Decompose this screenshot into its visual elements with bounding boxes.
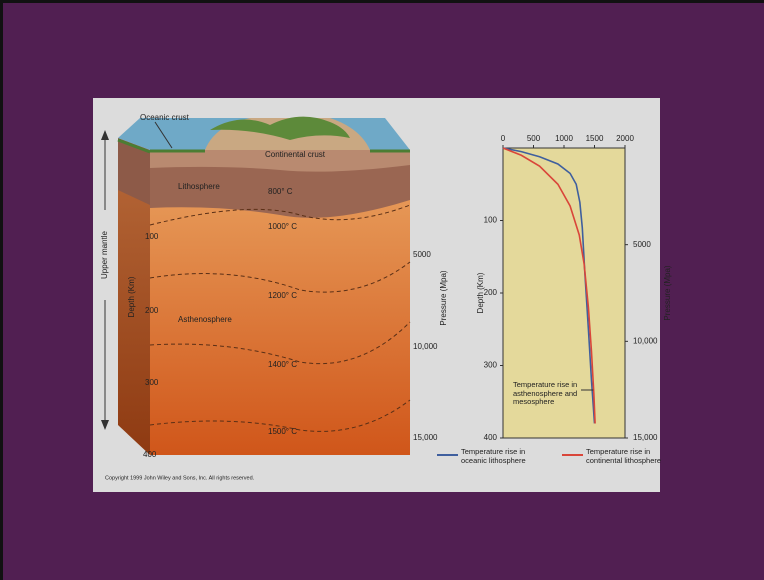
y-tick-label: 400 <box>484 433 498 442</box>
axis-label: Depth (Km) <box>127 276 136 317</box>
label: Continental crust <box>265 150 326 159</box>
tick-label: 100 <box>145 232 159 241</box>
x-tick-label: 0 <box>501 134 506 143</box>
y2-axis-label: Pressure (Mpa) <box>663 265 672 320</box>
isotherm-label: 800° C <box>268 187 293 196</box>
y2-tick-label: 15,000 <box>633 433 658 442</box>
y-tick-label: 300 <box>484 361 498 370</box>
copyright: Copyright 1999 John Wiley and Sons, Inc.… <box>105 475 255 481</box>
legend-label: Temperature rise in oceanic lithosphere <box>461 448 553 465</box>
x-tick-label: 1500 <box>586 134 604 143</box>
y-tick-label: 200 <box>484 288 498 297</box>
isotherm-label: 1400° C <box>268 360 297 369</box>
figure: Oceanic crust Continental crust Lithosph… <box>0 0 764 580</box>
annotation: Temperature rise in asthenosphere and me… <box>513 381 581 407</box>
top-border <box>0 0 764 3</box>
y2-tick-label: 5000 <box>633 240 651 249</box>
label: Upper mantle <box>100 230 109 279</box>
left-border <box>0 0 3 580</box>
tick-label: 15,000 <box>413 433 438 442</box>
tick-label: 5000 <box>413 250 431 259</box>
label: Oceanic crust <box>140 113 190 122</box>
y2-tick-label: 10,000 <box>633 336 658 345</box>
legend-label: Temperature rise in continental lithosph… <box>586 448 678 465</box>
tick-label: 300 <box>145 378 159 387</box>
label: Lithosphere <box>178 182 220 191</box>
isotherm-label: 1500° C <box>268 427 297 436</box>
tick-label: 200 <box>145 306 159 315</box>
label: Asthenosphere <box>178 315 232 324</box>
y-tick-label: 100 <box>484 216 498 225</box>
x-tick-label: 2000 <box>616 134 634 143</box>
tick-label: 400 <box>143 450 157 459</box>
tick-label: 10,000 <box>413 342 438 351</box>
isotherm-label: 1000° C <box>268 222 297 231</box>
slide: Oceanic crust Continental crust Lithosph… <box>0 0 764 580</box>
isotherm-label: 1200° C <box>268 291 297 300</box>
x-tick-label: 500 <box>527 134 541 143</box>
x-tick-label: 1000 <box>555 134 573 143</box>
axis-label: Pressure (Mpa) <box>439 270 448 325</box>
